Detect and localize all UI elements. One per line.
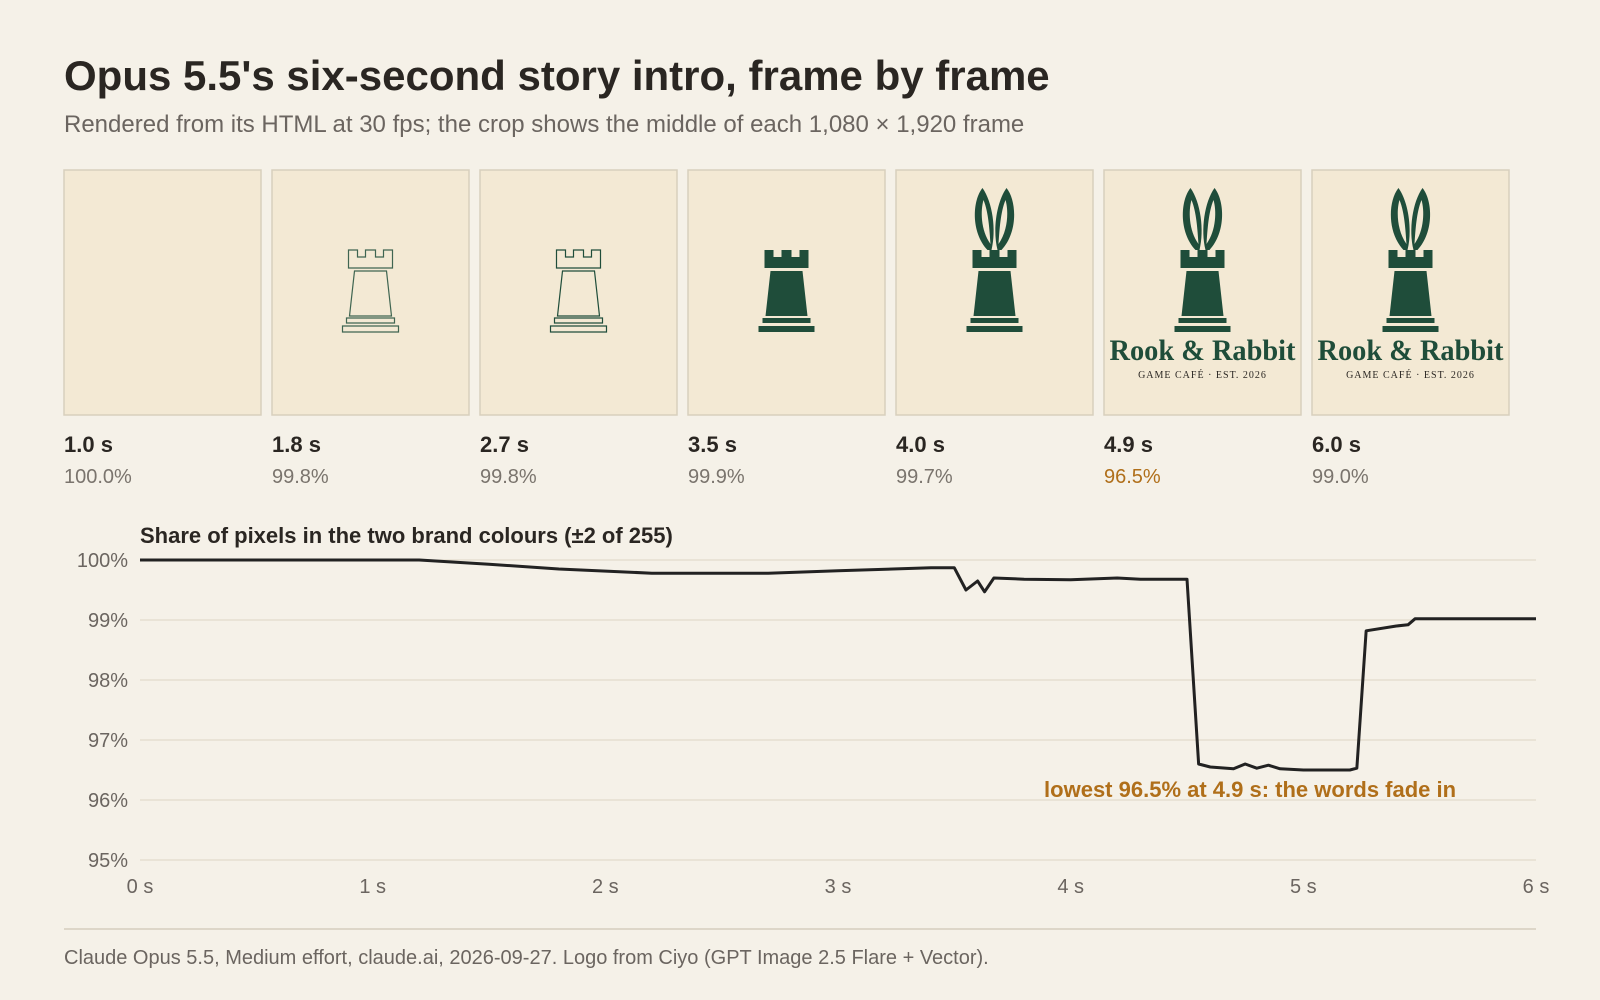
frames: 1.0 s 100.0% 1.8 s 99.8% 2.7 s 99.8% 3.5 s 99.9… <box>63 169 1510 488</box>
frame: Rook & Rabbit GAME CAFÉ · EST. 2026 <box>1103 169 1302 416</box>
x-tick-label: 4 s <box>1057 876 1084 898</box>
y-tick-label: 100% <box>77 550 128 572</box>
frame: Rook & Rabbit GAME CAFÉ · EST. 2026 <box>1311 169 1510 416</box>
frame-time: 4.9 s <box>1104 432 1153 457</box>
footer: Claude Opus 5.5, Medium effort, claude.a… <box>64 947 989 969</box>
frame-time: 2.7 s <box>480 432 529 457</box>
y-tick-label: 98% <box>88 670 128 692</box>
subtitle: Rendered from its HTML at 30 fps; the cr… <box>64 111 1024 138</box>
frame <box>271 169 470 416</box>
chart-title: Share of pixels in the two brand colours… <box>140 523 673 548</box>
x-tick-label: 6 s <box>1523 876 1550 898</box>
frame-time: 4.0 s <box>896 432 945 457</box>
x-tick-label: 3 s <box>825 876 852 898</box>
logo-name: Rook & Rabbit <box>1318 334 1504 367</box>
frame-share: 99.0% <box>1312 466 1369 488</box>
frame-share: 99.8% <box>272 466 329 488</box>
data-line <box>140 558 1536 772</box>
x-tick-label: 2 s <box>592 876 619 898</box>
frame <box>687 169 886 416</box>
frame-thumbnail <box>271 169 470 416</box>
frame <box>479 169 678 416</box>
frame <box>895 169 1094 416</box>
frame-share: 99.9% <box>688 466 745 488</box>
logo-name: Rook & Rabbit <box>1110 334 1296 367</box>
frame-share: 99.7% <box>896 466 953 488</box>
frame <box>63 169 262 416</box>
frame-time: 1.8 s <box>272 432 321 457</box>
frame-share: 100.0% <box>64 466 132 488</box>
title: Opus 5.5's six-second story intro, frame… <box>64 52 1050 99</box>
y-tick-label: 99% <box>88 610 128 632</box>
x-tick-label: 0 s <box>127 876 154 898</box>
frame-time: 3.5 s <box>688 432 737 457</box>
frame-share: 96.5% <box>1104 466 1161 488</box>
frame-thumbnail <box>479 169 678 416</box>
logo-tagline: GAME CAFÉ · EST. 2026 <box>1138 369 1267 381</box>
chart: Share of pixels in the two brand colours… <box>77 523 1550 898</box>
frame-time: 1.0 s <box>64 432 113 457</box>
y-tick-label: 97% <box>88 730 128 752</box>
frame-thumbnail <box>63 169 262 416</box>
frame-time: 6.0 s <box>1312 432 1361 457</box>
y-tick-label: 95% <box>88 850 128 872</box>
x-tick-label: 1 s <box>359 876 386 898</box>
x-tick-label: 5 s <box>1290 876 1317 898</box>
frame-share: 99.8% <box>480 466 537 488</box>
annotation: lowest 96.5% at 4.9 s: the words fade in <box>1044 777 1456 802</box>
y-tick-label: 96% <box>88 790 128 812</box>
logo-tagline: GAME CAFÉ · EST. 2026 <box>1346 369 1475 381</box>
